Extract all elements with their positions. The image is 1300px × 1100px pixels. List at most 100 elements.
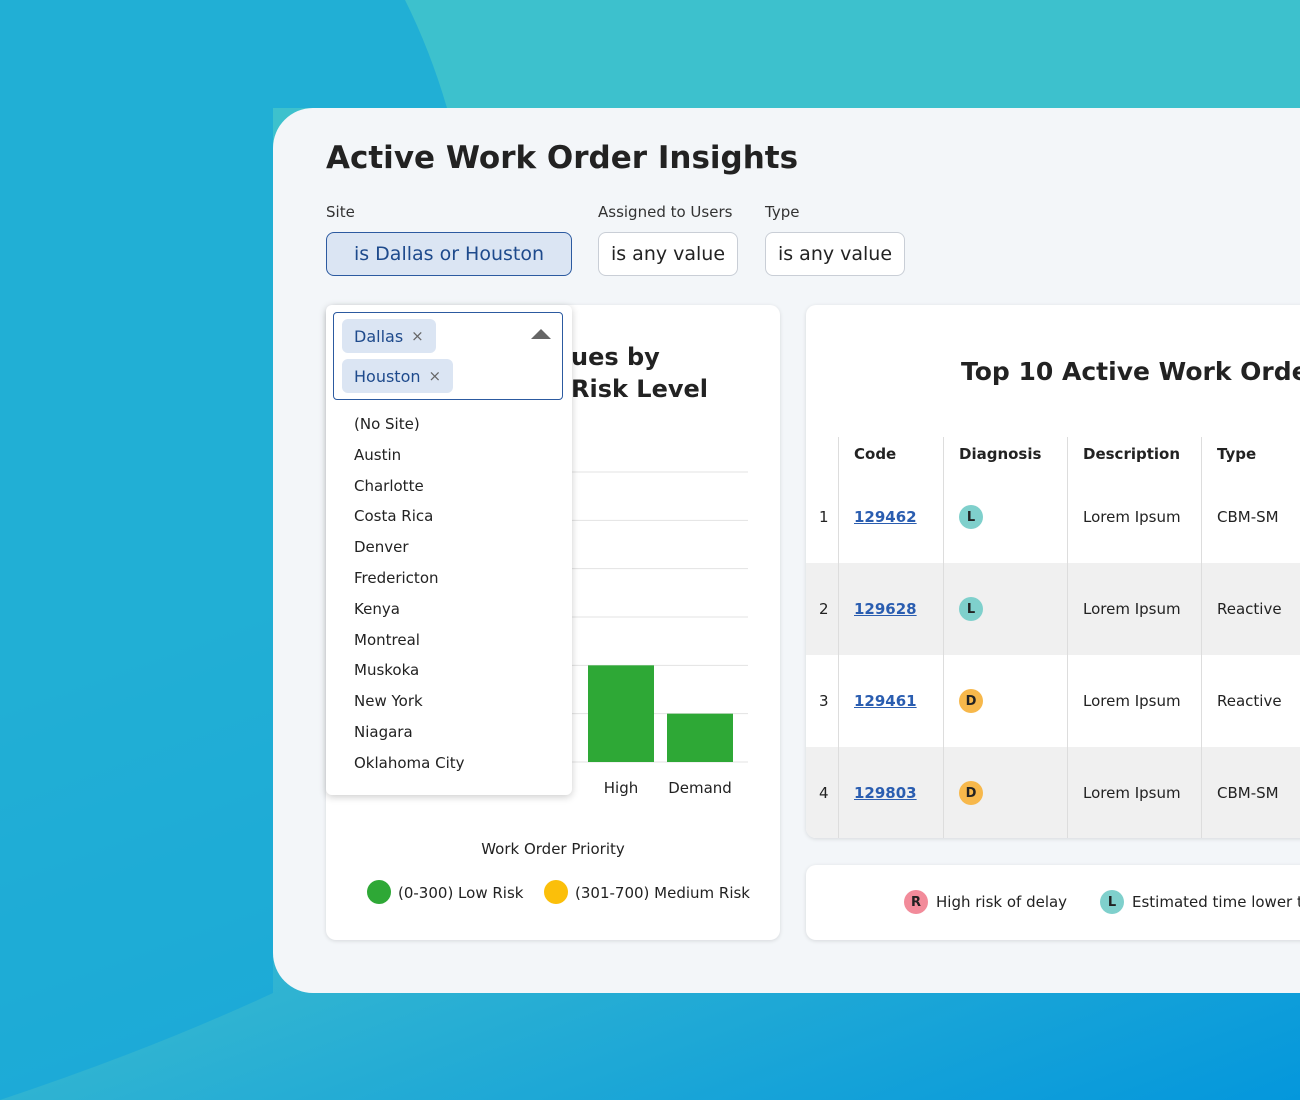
x-tick-label: Demand xyxy=(668,779,732,797)
table-cell: 4 xyxy=(819,747,829,838)
diagnosis-badge: L xyxy=(959,597,983,621)
selected-chip[interactable]: Dallas × xyxy=(342,319,436,353)
dropdown-option[interactable]: New York xyxy=(354,692,423,711)
dropdown-option[interactable]: Austin xyxy=(354,445,402,464)
dropdown-option[interactable]: Kenya xyxy=(354,599,400,618)
dropdown-option[interactable]: Oklahoma City xyxy=(354,753,465,772)
dropdown-option[interactable]: (No Site) xyxy=(354,415,420,433)
table-cell: Lorem Ipsum xyxy=(1083,655,1181,747)
table-cell: 129803 xyxy=(854,747,917,838)
cell-text: CBM-SM xyxy=(1217,784,1279,802)
chip-label: Dallas xyxy=(354,326,404,346)
table-cell: L xyxy=(959,471,983,563)
table-cell: L xyxy=(959,563,983,655)
table-cell: CBM-SM xyxy=(1217,747,1279,838)
dropdown-option[interactable]: Denver xyxy=(354,538,409,557)
table-row: 2 129628 L Lorem Ipsum Reactive xyxy=(806,563,1300,655)
work-order-link[interactable]: 129628 xyxy=(854,600,917,618)
filter-button[interactable]: is any value xyxy=(765,232,905,276)
work-order-link[interactable]: 129803 xyxy=(854,784,917,802)
chip-remove[interactable]: × xyxy=(411,327,424,345)
cell-text: 3 xyxy=(819,692,829,710)
key-text: Estimated time lower th xyxy=(1132,893,1300,911)
work-order-link[interactable]: 129462 xyxy=(854,508,917,526)
column-header[interactable]: Diagnosis xyxy=(959,445,1042,463)
cell-text: CBM-SM xyxy=(1217,508,1279,526)
diagnosis-badge: D xyxy=(959,689,983,713)
filter-label: Site xyxy=(326,203,355,221)
x-axis-label: Work Order Priority xyxy=(481,840,625,858)
table-title: Top 10 Active Work Orders w xyxy=(961,357,1300,386)
table-cell: 1 xyxy=(819,471,829,563)
x-tick-label: High xyxy=(604,779,638,797)
column-header[interactable]: Code xyxy=(854,445,897,463)
table-cell: Reactive xyxy=(1217,563,1282,655)
table-cell: Reactive xyxy=(1217,655,1282,747)
dropdown-option[interactable]: Costa Rica xyxy=(354,507,434,526)
cell-text: Lorem Ipsum xyxy=(1083,600,1181,618)
chip-label: Houston xyxy=(354,366,421,386)
column-divider xyxy=(1201,437,1202,838)
column-divider xyxy=(1067,437,1068,838)
column-header[interactable]: Type xyxy=(1217,445,1257,463)
column-divider xyxy=(838,437,839,838)
key-card: R High risk of delay L Estimated time lower… xyxy=(806,865,1300,940)
table-row: 3 129461 D Lorem Ipsum Reactive xyxy=(806,655,1300,747)
table-cell: 3 xyxy=(819,655,829,747)
collapse-arrow[interactable] xyxy=(530,327,552,341)
key-badge: L xyxy=(1100,890,1124,914)
table-cell: CBM-SM xyxy=(1217,471,1279,563)
filter-label: Type xyxy=(765,203,800,221)
selection-box[interactable]: Dallas × Houston × xyxy=(333,312,563,400)
table-cell: 2 xyxy=(819,563,829,655)
table-row: 1 129462 L Lorem Ipsum CBM-SM xyxy=(806,471,1300,563)
selected-chip[interactable]: Houston × xyxy=(342,359,454,393)
page-title: Active Work Order Insights xyxy=(326,140,799,176)
table-cell: 129628 xyxy=(854,563,917,655)
dropdown-option[interactable]: Niagara xyxy=(354,723,413,741)
dropdown-option[interactable]: Fredericton xyxy=(354,569,439,587)
cell-text: Lorem Ipsum xyxy=(1083,784,1181,802)
key-text: High risk of delay xyxy=(936,893,1068,911)
dropdown-option[interactable]: Muskoka xyxy=(354,661,420,680)
bar xyxy=(588,665,654,762)
dropdown-option[interactable]: Charlotte xyxy=(354,476,424,495)
chart-title: ues by xyxy=(571,343,660,371)
table-cell: 129461 xyxy=(854,655,917,747)
key-badge: R xyxy=(904,890,928,914)
chip-remove[interactable]: × xyxy=(428,367,442,385)
table-cell: D xyxy=(959,655,983,747)
column-divider xyxy=(943,437,944,838)
cell-text: 1 xyxy=(819,508,829,526)
cell-text: Lorem Ipsum xyxy=(1083,508,1181,526)
column-header[interactable]: Description xyxy=(1083,445,1181,463)
filter-button[interactable]: is any value xyxy=(598,232,738,276)
cell-text: 2 xyxy=(819,600,829,618)
chart-title: Risk Level xyxy=(571,375,708,403)
dropdown: Dallas × Houston × (No Site) Austin Charlotte… xyxy=(326,305,572,795)
table-cell: Lorem Ipsum xyxy=(1083,747,1181,838)
legend-swatch xyxy=(367,880,391,904)
diagnosis-badge: L xyxy=(959,505,983,529)
cell-text: Reactive xyxy=(1217,600,1282,618)
legend-label: (0-300) Low Risk xyxy=(398,884,524,902)
filter-label: Assigned to Users xyxy=(598,203,733,221)
table-card: Top 10 Active Work Orders w Code Diagnosi… xyxy=(806,305,1300,838)
cell-text: 4 xyxy=(819,784,829,802)
cell-text: Lorem Ipsum xyxy=(1083,692,1181,710)
table-cell: Lorem Ipsum xyxy=(1083,563,1181,655)
table-header: Code Diagnosis Description Type xyxy=(806,437,1300,472)
key-item: R High risk of delay xyxy=(904,890,1067,914)
key-item: L Estimated time lower th xyxy=(1100,890,1300,914)
legend-label: (301-700) Medium Risk xyxy=(575,884,750,902)
table-cell: D xyxy=(959,747,983,838)
legend-swatch xyxy=(544,880,568,904)
table-cell: Lorem Ipsum xyxy=(1083,471,1181,563)
work-order-link[interactable]: 129461 xyxy=(854,692,917,710)
cell-text: Reactive xyxy=(1217,692,1282,710)
dropdown-option[interactable]: Montreal xyxy=(354,630,420,649)
table-row: 4 129803 D Lorem Ipsum CBM-SM xyxy=(806,747,1300,838)
filter-button[interactable]: is Dallas or Houston xyxy=(326,232,572,276)
